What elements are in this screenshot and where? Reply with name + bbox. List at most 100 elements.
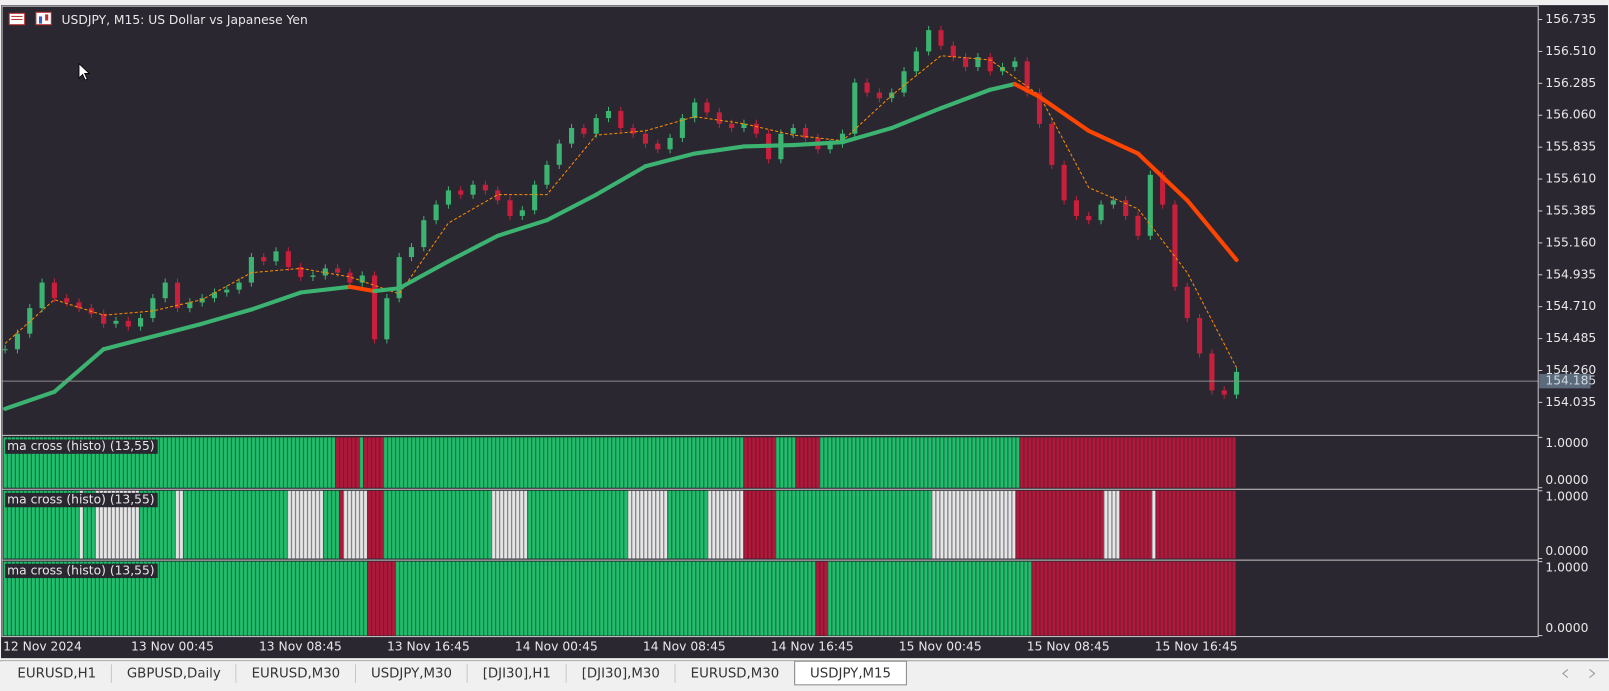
candle [298,266,304,277]
time-label: 15 Nov 08:45 [1027,639,1110,653]
candle [1049,123,1055,165]
candle [827,143,833,150]
slow-ma-segment [397,259,451,291]
candle [1147,174,1153,236]
tab-bg[interactable] [111,661,237,685]
y-tick-label: 154.485 [1545,331,1596,345]
candle [101,313,107,324]
candle [507,200,513,216]
icon [35,11,52,26]
slow-ma-segment [347,284,377,294]
fast-ma-line [4,55,1237,368]
y-tick-label: 156.735 [1545,12,1596,26]
candle [1160,174,1166,205]
candle [224,289,230,293]
candle [322,268,328,276]
candle [1209,353,1215,391]
candle [1135,215,1141,236]
slow-ma-segment [791,140,845,148]
candle [802,128,809,138]
price-pane [2,26,1240,399]
slow-ma-segment [446,233,500,264]
candle [162,282,168,299]
histo-stripes [3,437,1236,488]
candle [150,298,156,319]
candle [901,71,907,93]
y-tick-label: 154.935 [1545,267,1596,281]
time-label: 15 Nov 16:45 [1155,639,1238,653]
histo-stripes [3,561,1236,636]
time-label: 14 Nov 00:45 [515,639,598,653]
candle [211,292,218,299]
tab-bg[interactable] [2,661,112,685]
slow-ma-segment [372,286,402,294]
y-tick-label: 155.835 [1545,140,1596,154]
candle [458,190,464,195]
slow-ma-segment [3,389,57,411]
candle [236,282,242,290]
candle [39,282,45,309]
candle [347,272,353,283]
tab-bg[interactable] [675,661,795,685]
slow-ma-segment [200,307,254,326]
candle [27,308,33,334]
candle [716,112,722,124]
candle [1172,204,1178,287]
icon [38,16,43,24]
candle [445,190,451,205]
tab-bg[interactable] [794,660,907,686]
tab-bg[interactable] [566,661,676,685]
histo-stripes [3,490,1236,559]
slow-ma-segment [52,347,106,394]
y-tick-label: 156.510 [1545,44,1596,58]
tab-label[interactable]: EURUSD,M30 [252,667,341,682]
candle [371,275,378,340]
tab-label[interactable]: EURUSD,M30 [691,667,780,682]
tab-bg[interactable] [467,661,567,685]
candle [248,257,254,283]
candle [532,184,538,211]
slow-ma-segment [1086,128,1141,156]
slow-ma-segment [1185,198,1239,262]
candle [14,333,21,350]
time-label: 13 Nov 16:45 [387,639,470,653]
tab-bg[interactable] [355,661,468,685]
pane-frame [1,5,1539,638]
candle [630,128,636,134]
tab-label[interactable]: USDJPY,M15 [810,667,891,682]
tab-label[interactable]: USDJPY,M30 [371,667,452,682]
scroll-left[interactable] [1562,669,1569,679]
tab-label[interactable]: GBPUSD,Daily [127,667,221,682]
candle [741,123,747,129]
candle [1073,200,1079,216]
slow-ma-segment [1037,94,1091,133]
tab-bg[interactable] [236,661,356,685]
tab-label[interactable]: [DJI30],H1 [483,667,551,682]
slow-ma-segment [150,321,205,339]
time-label: 14 Nov 08:45 [643,639,726,653]
scroll-right[interactable] [1589,669,1596,679]
indicator-label-bg [5,492,158,508]
chart-icons [8,11,52,26]
y-tick-label: 155.610 [1545,172,1596,186]
slow-ma-segment [938,87,993,111]
tab-label[interactable]: EURUSD,H1 [17,667,96,682]
candle [679,118,685,138]
candle [753,123,759,134]
candle [199,298,205,303]
candle [963,57,969,68]
candle [76,302,82,309]
slow-ma-segment [643,151,697,169]
candle [433,204,439,221]
candle [482,184,488,191]
y-tick-label: 1.0000 [1545,489,1588,503]
time-label: 15 Nov 00:45 [899,639,982,653]
candle [975,57,981,68]
candle [1184,286,1190,319]
slow-ma-segment [889,106,944,131]
tabs: EURUSD,H1 GBPUSD,Daily EURUSD,M30 USDJPY,M3… [2,660,907,686]
candle [174,282,181,309]
tab-label[interactable]: [DJI30],M30 [582,667,660,682]
candle [64,298,70,303]
mouse-cursor [78,62,91,81]
